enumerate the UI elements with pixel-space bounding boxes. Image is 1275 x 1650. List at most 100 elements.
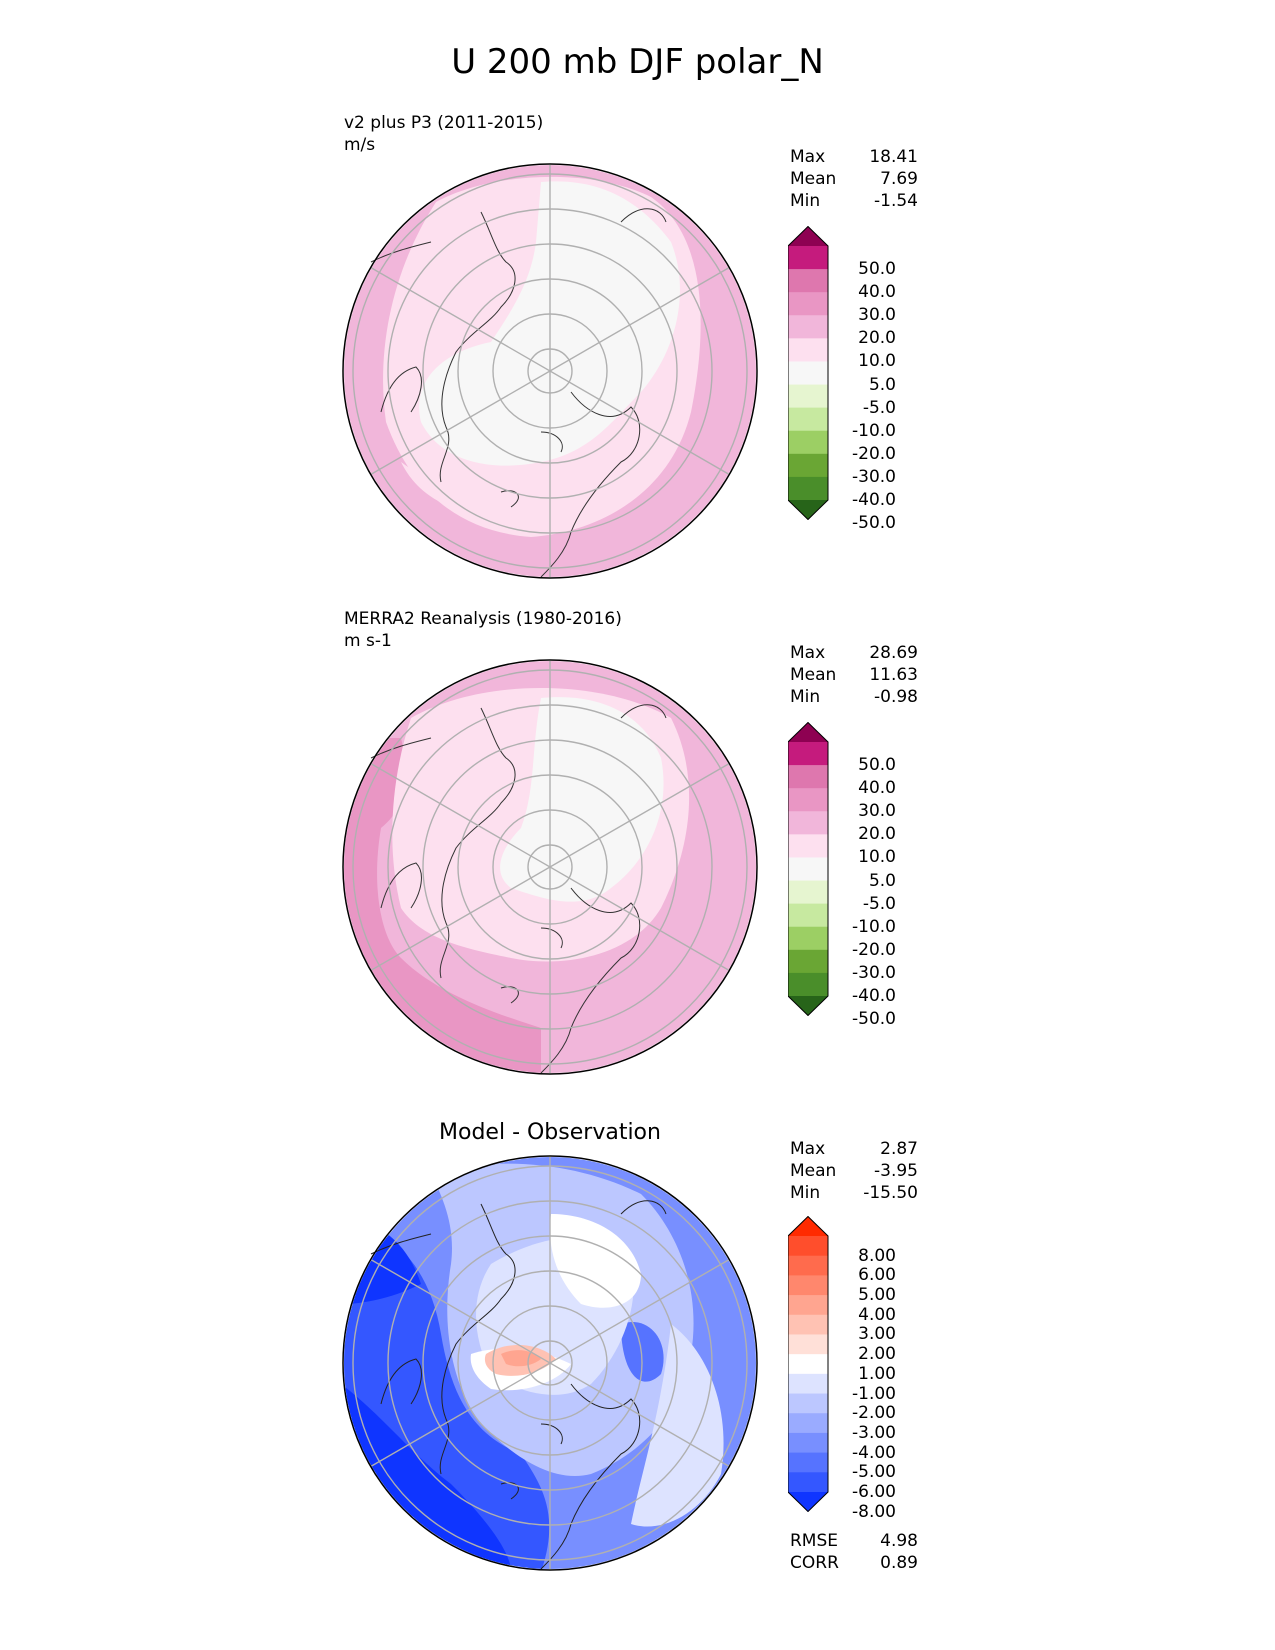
- panel3-metrics: RMSE 4.98 CORR 0.89: [790, 1530, 918, 1574]
- colorbar-tick-label: 50.0: [858, 259, 896, 280]
- colorbar-swatch: [788, 430, 828, 455]
- colorbar-tick-label: -40.0: [852, 490, 896, 510]
- colorbar-outline: [788, 722, 829, 1016]
- colorbar-swatch: [788, 1334, 828, 1355]
- colorbar-tick-label: 3.00: [858, 1324, 896, 1345]
- colorbar-extend-bottom: [788, 1492, 828, 1512]
- stat-value: 18.41: [869, 147, 918, 167]
- panel1-subtitle: v2 plus P3 (2011-2015) m/s: [344, 112, 543, 156]
- colorbar-tick-label: -40.0: [852, 986, 896, 1006]
- colorbar-tick-label: -50.0: [852, 1009, 896, 1030]
- stat-value: -0.98: [874, 687, 918, 707]
- colorbar-tick-label: 6.00: [858, 1265, 896, 1286]
- colorbar-swatch: [788, 903, 828, 928]
- panel2-polar-map: [342, 659, 758, 1075]
- colorbar-swatch: [788, 292, 828, 316]
- colorbar-tick-label: -20.0: [852, 443, 896, 464]
- colorbar-swatch: [788, 269, 828, 293]
- panel2-colorbar-ticks: 50.0 40.0 30.0 20.0 10.0 5.0 -5.0 -10.0 -20.0 -30…: [836, 722, 896, 1029]
- colorbar-swatch: [788, 361, 828, 386]
- panel1-stats: Max 18.41 Mean 7.69 Min -1.54: [790, 146, 918, 212]
- colorbar-tick-label: -1.00: [852, 1383, 896, 1404]
- colorbar-tick-label: 40.0: [858, 282, 896, 303]
- colorbar-swatch: [788, 315, 828, 339]
- colorbar-tick-label: -30.0: [852, 962, 896, 983]
- colorbar-extend-top: [788, 226, 828, 246]
- stat-value: -3.95: [874, 1161, 918, 1181]
- colorbar-swatch: [788, 1472, 828, 1493]
- colorbar-tick-label: 30.0: [858, 801, 896, 822]
- colorbar-extend-bottom: [788, 500, 828, 520]
- stat-value: 28.69: [869, 643, 918, 663]
- colorbar-tick-label: -10.0: [852, 916, 896, 937]
- stat-label: Max: [790, 643, 826, 663]
- panel1-case-label: v2 plus P3 (2011-2015): [344, 113, 544, 133]
- panel1-polar-map: [342, 163, 758, 579]
- panel3-stats: Max 2.87 Mean -3.95 Min -15.50: [790, 1138, 918, 1204]
- colorbar-tick-label: 20.0: [858, 824, 896, 845]
- panel3-colorbar: [788, 1216, 829, 1512]
- colorbar-tick-label: 5.0: [868, 870, 896, 891]
- colorbar-swatch: [788, 811, 828, 835]
- colorbar-tick-label: -10.0: [852, 420, 896, 441]
- panel1-colorbar-ticks: 50.0 40.0 30.0 20.0 10.0 5.0 -5.0 -10.0 -20.0 -30…: [836, 226, 896, 533]
- panel1-colorbar: [788, 226, 829, 520]
- colorbar-swatch: [788, 1432, 828, 1454]
- panel1-units: m/s: [344, 135, 376, 155]
- colorbar-swatch: [788, 788, 828, 812]
- colorbar-swatch: [788, 880, 828, 905]
- colorbar-extend-top: [788, 722, 828, 742]
- stat-label: Min: [790, 191, 821, 211]
- colorbar-swatch: [788, 407, 828, 432]
- colorbar-tick-label: -8.00: [852, 1501, 896, 1522]
- colorbar-tick-label: 20.0: [858, 328, 896, 349]
- figure-title: U 200 mb DJF polar_N: [451, 42, 824, 82]
- colorbar-tick-label: 1.00: [858, 1363, 896, 1384]
- colorbar-swatch: [788, 338, 828, 362]
- colorbar-tick-label: -4.00: [852, 1442, 896, 1463]
- colorbar-outline: [788, 1216, 829, 1512]
- colorbar-swatch: [788, 476, 828, 501]
- stat-value: -1.54: [874, 191, 918, 211]
- stat-label: Min: [790, 687, 821, 707]
- colorbar-tick-label: 10.0: [858, 351, 896, 372]
- panel2-stats: Max 28.69 Mean 11.63 Min -0.98: [790, 642, 918, 708]
- colorbar-extend-top: [788, 1216, 828, 1236]
- panel3-polar-map: [342, 1155, 758, 1571]
- colorbar-swatch: [788, 1413, 828, 1434]
- stat-value: 2.87: [880, 1139, 918, 1159]
- stat-label: Mean: [790, 1161, 837, 1181]
- colorbar-tick-label: 40.0: [858, 778, 896, 799]
- panel2-subtitle: MERRA2 Reanalysis (1980-2016) m s-1: [344, 608, 622, 652]
- panel3-colorbar-ticks: 8.00 6.00 5.00 4.00 3.00 2.00 1.00 -1.00 -2.00 -3…: [836, 1216, 896, 1522]
- colorbar-tick-label: -2.00: [852, 1403, 896, 1424]
- colorbar-swatch: [788, 972, 828, 997]
- metric-value: 4.98: [880, 1531, 918, 1551]
- colorbar-swatch: [788, 1393, 828, 1414]
- stat-label: Min: [790, 1183, 821, 1203]
- colorbar-tick-label: -5.0: [862, 893, 896, 914]
- colorbar-swatch: [788, 1275, 828, 1296]
- colorbar-tick-label: 10.0: [858, 847, 896, 868]
- colorbar-swatch: [788, 453, 828, 478]
- colorbar-swatch: [788, 834, 828, 858]
- stat-label: Max: [790, 147, 826, 167]
- colorbar-swatch: [788, 1255, 828, 1276]
- colorbar-tick-label: 5.0: [868, 374, 896, 395]
- colorbar-swatch: [788, 949, 828, 974]
- colorbar-tick-label: 30.0: [858, 305, 896, 326]
- colorbar-outline: [788, 226, 829, 520]
- colorbar-swatch: [788, 1314, 828, 1335]
- colorbar-swatch: [788, 246, 828, 270]
- colorbar-swatch: [788, 1354, 828, 1375]
- panel2-case-label: MERRA2 Reanalysis (1980-2016): [344, 609, 622, 629]
- colorbar-tick-label: 50.0: [858, 755, 896, 776]
- colorbar-tick-label: -20.0: [852, 939, 896, 960]
- colorbar-tick-label: 4.00: [858, 1304, 896, 1325]
- colorbar-swatch: [788, 857, 828, 882]
- stat-value: -15.50: [863, 1183, 918, 1203]
- colorbar-tick-label: -50.0: [852, 513, 896, 534]
- colorbar-swatch: [788, 926, 828, 951]
- stat-value: 11.63: [869, 665, 918, 685]
- colorbar-swatch: [788, 1373, 828, 1395]
